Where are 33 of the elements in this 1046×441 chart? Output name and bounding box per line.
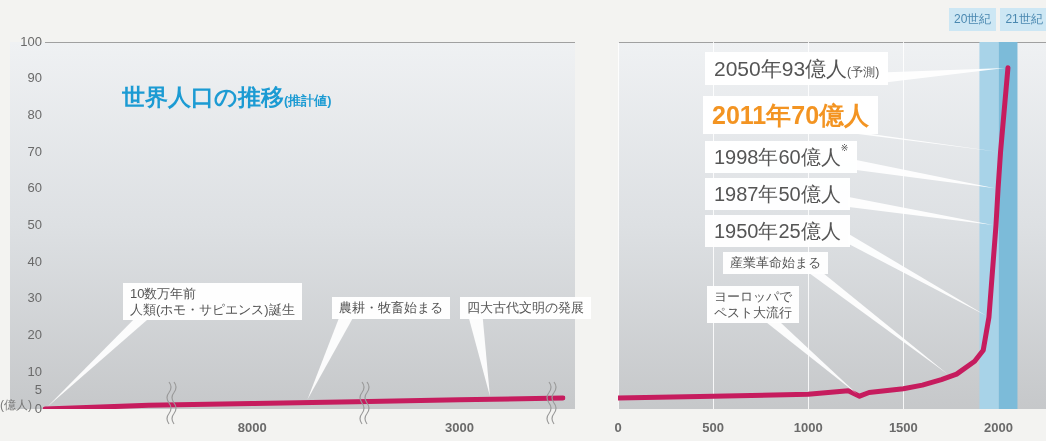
- y-tick-label: 10: [27, 363, 42, 379]
- y-tick-label: 100: [20, 33, 42, 49]
- band-label: 20世紀: [949, 8, 997, 31]
- annotation: 産業革命始まる: [723, 252, 828, 274]
- y-axis-title: (億人): [0, 397, 32, 414]
- y-tick-label: 20: [27, 327, 42, 343]
- x-tick-label: 2000: [983, 420, 1013, 436]
- x-tick-label: 0: [614, 420, 622, 436]
- annotation: 10数万年前人類(ホモ・サピエンス)誕生: [123, 283, 302, 321]
- x-tick-label: 500: [702, 420, 724, 436]
- annotation: 1987年50億人: [705, 178, 850, 210]
- y-tick-label: 5: [34, 382, 42, 398]
- annotation: 2011年70億人: [703, 96, 879, 134]
- annotation: 四大古代文明の発展: [460, 297, 591, 319]
- text: 世界人口の推移(推計値): [122, 83, 332, 112]
- annotation: 1998年60億人$^{※}$: [705, 141, 858, 173]
- y-tick-label: 80: [27, 106, 42, 122]
- annotation: 2050年93億人(予測): [705, 52, 889, 86]
- annotation: 農耕・牧畜始まる: [332, 297, 450, 319]
- band-label: 21世紀: [1000, 8, 1046, 31]
- y-tick-label: 70: [27, 143, 42, 159]
- y-tick-label: 90: [27, 70, 42, 86]
- y-tick-label: 50: [27, 217, 42, 233]
- annotation: 1950年25億人: [705, 215, 850, 247]
- x-tick-label: 1000: [793, 420, 823, 436]
- y-tick-label: 0: [34, 400, 42, 416]
- x-tick-label: 1500: [888, 420, 918, 436]
- x-tick-label: 8000: [237, 420, 267, 436]
- y-tick-label: 60: [27, 180, 42, 196]
- x-tick-label: 3000: [444, 420, 474, 436]
- y-tick-label: 40: [27, 253, 42, 269]
- annotation: ヨーロッパでペスト大流行: [707, 286, 799, 324]
- y-tick-label: 30: [27, 290, 42, 306]
